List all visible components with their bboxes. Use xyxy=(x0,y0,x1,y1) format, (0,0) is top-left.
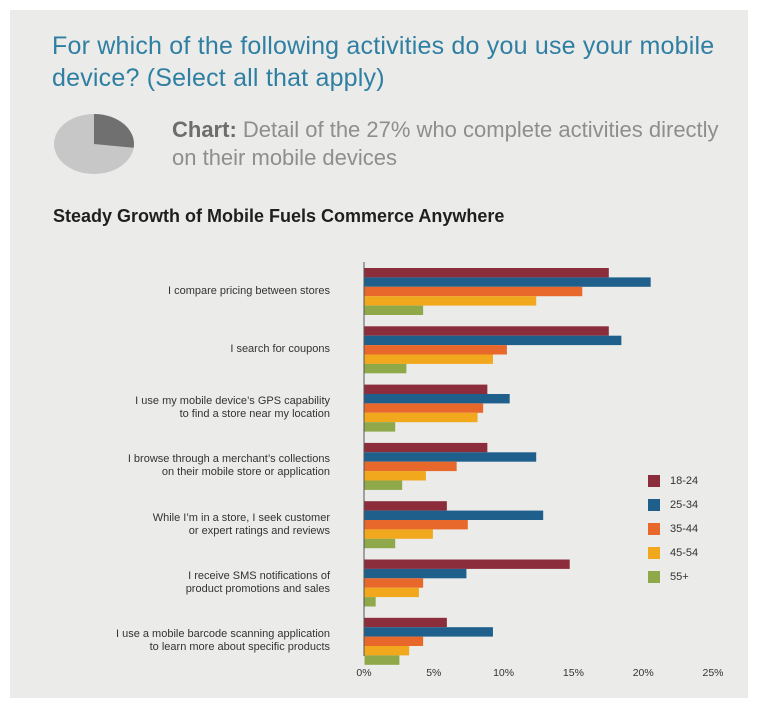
chart-note-label: Chart: xyxy=(172,117,237,142)
survey-question: For which of the following activities do… xyxy=(52,32,715,92)
legend-swatch xyxy=(648,547,660,559)
category-label: I use a mobile barcode scanning applicat… xyxy=(12,628,330,654)
legend-label: 45-54 xyxy=(670,547,699,559)
legend-item-18-24: 18-24 xyxy=(648,474,728,488)
legend-swatch xyxy=(648,571,660,583)
legend-swatch xyxy=(648,475,660,487)
category-label: I search for coupons xyxy=(12,343,330,356)
bar-18-24-cat5 xyxy=(364,501,447,511)
bar-18-24-cat1 xyxy=(364,268,609,278)
pie-icon xyxy=(54,114,134,174)
bar-18-24-cat6 xyxy=(364,559,570,569)
bar-45-54-cat3 xyxy=(364,412,478,423)
legend-item-35-44: 35-44 xyxy=(648,522,728,536)
category-label-line: to find a store near my location xyxy=(179,408,330,421)
category-label-line: I use my mobile device’s GPS capability xyxy=(135,395,330,408)
category-label: While I’m in a store, I seek customer or … xyxy=(12,512,330,538)
bar-18-24-cat4 xyxy=(364,442,488,453)
legend-swatch xyxy=(648,499,660,511)
category-label: I use my mobile device’s GPS capability t… xyxy=(12,395,330,421)
chart-note: Chart: Detail of the 27% who complete ac… xyxy=(172,116,732,172)
bar-55+-cat4 xyxy=(364,480,403,490)
category-label-line: I search for coupons xyxy=(230,343,330,356)
x-tick-label: 20% xyxy=(633,667,654,679)
x-tick-label: 25% xyxy=(702,667,723,679)
category-label-line: I compare pricing between stores xyxy=(167,285,330,297)
bar-25-34-cat4 xyxy=(364,452,537,462)
bar-55+-cat6 xyxy=(364,597,376,607)
legend-label: 25-34 xyxy=(670,499,699,511)
bar-25-34-cat7 xyxy=(364,627,493,637)
legend-swatch xyxy=(648,523,660,535)
pie-slice-27 xyxy=(94,114,134,148)
legend-label: 18-24 xyxy=(670,475,699,487)
bar-35-44-cat7 xyxy=(364,636,424,646)
category-label-line: or expert ratings and reviews xyxy=(188,524,330,537)
bar-35-44-cat3 xyxy=(364,403,484,413)
bar-35-44-cat4 xyxy=(364,461,457,472)
legend-label: 35-44 xyxy=(670,523,699,535)
bar-35-44-cat2 xyxy=(364,345,507,355)
legend-item-55+: 55+ xyxy=(648,570,728,584)
x-tick-label: 15% xyxy=(563,667,584,679)
category-label: I receive SMS notifications of product pr… xyxy=(12,570,330,596)
x-tick-label: 0% xyxy=(356,667,371,679)
bar-55+-cat2 xyxy=(364,363,407,374)
bar-25-34-cat5 xyxy=(364,510,544,520)
chart-title: Steady Growth of Mobile Fuels Commerce A… xyxy=(53,206,505,226)
legend-item-25-34: 25-34 xyxy=(648,498,728,512)
bar-45-54-cat1 xyxy=(364,296,537,306)
x-tick-label: 10% xyxy=(493,667,514,679)
bar-55+-cat7 xyxy=(364,655,400,665)
bar-35-44-cat1 xyxy=(364,286,583,297)
bar-55+-cat1 xyxy=(364,305,424,315)
x-tick-label: 5% xyxy=(426,667,441,679)
chart-note-text: Detail of the 27% who complete activitie… xyxy=(172,117,719,170)
bar-35-44-cat6 xyxy=(364,578,424,588)
bar-35-44-cat5 xyxy=(364,520,468,530)
category-label-line: to learn more about specific products xyxy=(149,641,330,654)
bar-18-24-cat7 xyxy=(364,617,447,628)
bar-45-54-cat4 xyxy=(364,471,426,481)
category-label-line: I browse through a merchant’s collection… xyxy=(127,453,330,466)
category-label-line: I use a mobile barcode scanning applicat… xyxy=(115,628,330,641)
bar-18-24-cat3 xyxy=(364,384,488,394)
category-label-line: on their mobile store or application xyxy=(161,466,330,479)
legend-label: 55+ xyxy=(670,571,689,583)
bar-25-34-cat2 xyxy=(364,335,622,346)
category-label: I compare pricing between stores xyxy=(12,285,330,298)
legend-item-45-54: 45-54 xyxy=(648,546,728,560)
category-label-line: product promotions and sales xyxy=(185,583,330,595)
bar-25-34-cat3 xyxy=(364,394,510,404)
bar-45-54-cat7 xyxy=(364,646,410,656)
bar-45-54-cat2 xyxy=(364,354,493,364)
bar-25-34-cat6 xyxy=(364,568,467,579)
category-label-line: While I’m in a store, I seek customer xyxy=(152,511,330,524)
bar-55+-cat3 xyxy=(364,422,396,432)
bar-18-24-cat2 xyxy=(364,326,609,336)
bar-25-34-cat1 xyxy=(364,277,651,287)
category-label-line: I receive SMS notifications of xyxy=(188,570,330,582)
bar-45-54-cat6 xyxy=(364,587,419,598)
category-label: I browse through a merchant’s collection… xyxy=(12,453,330,479)
bar-45-54-cat5 xyxy=(364,529,433,539)
bar-55+-cat5 xyxy=(364,538,396,549)
